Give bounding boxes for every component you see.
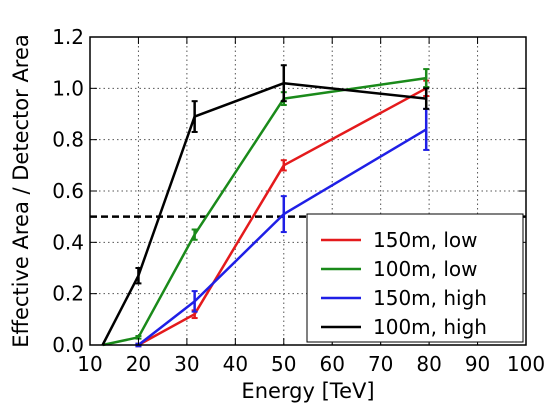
x-tick-label: 60: [319, 352, 344, 376]
legend-label: 100m, low: [373, 257, 478, 281]
x-tick-label: 100: [507, 352, 545, 376]
y-tick-label: 1.0: [52, 76, 84, 100]
legend-box: [306, 213, 524, 343]
y-tick-label: 0.2: [52, 282, 84, 306]
x-tick-label: 40: [223, 352, 248, 376]
y-axis-title: Effective Area / Detector Area: [9, 34, 33, 348]
series-layer: [101, 64, 430, 348]
x-tick-label: 30: [174, 352, 199, 376]
y-tick-label: 1.2: [52, 25, 84, 49]
x-tick-label: 10: [77, 352, 102, 376]
legend-label: 100m, high: [373, 315, 487, 339]
y-tick-label: 0.0: [52, 333, 84, 357]
x-axis-title: Energy [TeV]: [241, 379, 374, 403]
x-tick-label: 80: [416, 352, 441, 376]
x-tick-label: 90: [465, 352, 490, 376]
ticks: 10 20 30 40 50 60 70 80 90 100 0.0 0.2 0.4 0.6 0.8 1.0 1…: [52, 25, 545, 376]
x-tick-label: 70: [368, 352, 393, 376]
x-tick-label: 20: [126, 352, 151, 376]
series-line: [137, 128, 427, 346]
y-tick-label: 0.8: [52, 128, 84, 152]
series-line: [137, 87, 427, 347]
legend-label: 150m, high: [373, 286, 487, 310]
y-tick-label: 0.6: [52, 179, 84, 203]
legend-label: 150m, low: [373, 228, 478, 252]
legend: 150m, low 100m, low 150m, high 100m, high: [306, 213, 524, 343]
x-tick-label: 50: [271, 352, 296, 376]
y-tick-label: 0.4: [52, 230, 84, 254]
